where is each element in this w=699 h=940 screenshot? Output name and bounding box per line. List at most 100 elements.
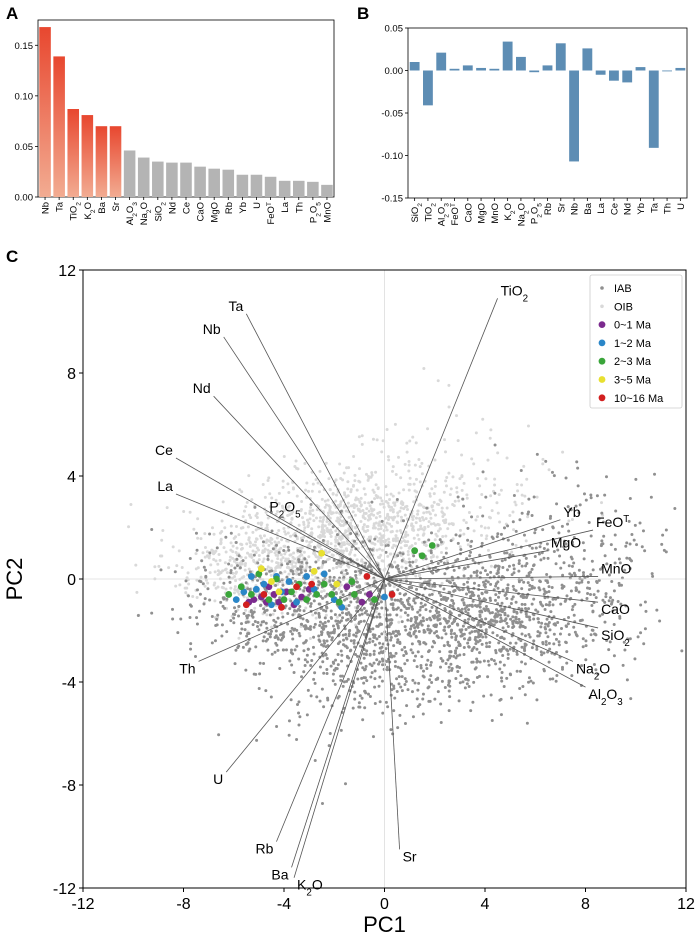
cloud-point-iab [421, 692, 425, 696]
cloud-point-oib [223, 561, 227, 565]
cloud-point-iab [233, 662, 237, 666]
cloud-point-iab [511, 542, 515, 546]
cloud-point-iab [458, 653, 462, 657]
cloud-point-iab [527, 510, 531, 514]
cloud-point-oib [282, 509, 286, 513]
cloud-point-iab [426, 580, 430, 584]
cloud-point-oib [236, 589, 240, 593]
cloud-point-oib [363, 544, 367, 548]
cloud-point-oib [352, 506, 356, 510]
cloud-point-oib [394, 472, 398, 476]
cloud-point-oib [269, 501, 273, 505]
cloud-point-iab [519, 610, 523, 614]
cloud-point-oib [171, 545, 175, 549]
cloud-point-iab [479, 625, 483, 629]
cloud-point-oib [320, 565, 324, 569]
cloud-point-iab [512, 494, 516, 498]
cloud-point-iab [413, 601, 417, 605]
cloud-point-iab [398, 551, 402, 555]
cloud-point-oib [372, 490, 376, 494]
cloud-point-oib [422, 505, 426, 509]
cloud-point-iab [508, 641, 512, 645]
cloud-point-oib [210, 526, 214, 530]
cloud-point-oib [352, 542, 356, 546]
cloud-point-iab [318, 665, 322, 669]
cloud-point-oib [328, 516, 332, 520]
cloud-point-iab [628, 542, 632, 546]
cloud-point-iab [393, 696, 397, 700]
cloud-point-iab [573, 602, 577, 606]
cloud-point-oib [223, 568, 227, 572]
cloud-point-oib [496, 451, 500, 455]
cloud-point-iab [565, 650, 569, 654]
cloud-point-iab [369, 675, 373, 679]
cloud-point-iab [252, 610, 256, 614]
legend-label: IAB [614, 283, 632, 295]
cloud-point-iab [443, 608, 447, 612]
cloud-point-iab [532, 586, 536, 590]
cloud-point-iab [492, 659, 496, 663]
series-0~1 Ma [245, 583, 373, 609]
cloud-point-iab [520, 645, 524, 649]
cloud-point-iab [466, 641, 470, 645]
data-point [330, 596, 338, 603]
cloud-point-oib [224, 550, 228, 554]
cloud-point-iab [439, 594, 443, 598]
cloud-point-iab [577, 581, 581, 585]
cloud-point-oib [465, 493, 469, 497]
cloud-point-iab [557, 531, 561, 535]
cloud-point-oib [414, 441, 418, 445]
cloud-point-iab [636, 635, 640, 639]
cloud-point-iab [401, 552, 405, 556]
cloud-point-oib [327, 550, 331, 554]
cloud-point-iab [415, 617, 419, 621]
cloud-point-oib [508, 514, 512, 518]
cloud-point-iab [344, 632, 348, 636]
cloud-point-iab [317, 602, 321, 606]
cloud-point-oib [355, 504, 359, 508]
cloud-point-iab [626, 637, 630, 641]
x-tick-label-b: K2O [503, 203, 516, 220]
cloud-point-iab [476, 594, 480, 598]
panel-label-b: B [357, 4, 369, 23]
cloud-point-oib [431, 553, 435, 557]
cloud-point-iab [378, 622, 382, 626]
cloud-point-iab [412, 659, 416, 663]
cloud-point-iab [325, 605, 329, 609]
cloud-point-oib [235, 546, 239, 550]
cloud-point-oib [457, 499, 461, 503]
cloud-point-oib [233, 574, 237, 578]
cloud-point-iab [442, 628, 446, 632]
cloud-point-iab [389, 635, 393, 639]
cloud-point-iab [344, 636, 348, 640]
series-3~5 Ma [257, 549, 341, 596]
cloud-point-iab [302, 649, 306, 653]
cloud-point-iab [366, 692, 370, 696]
cloud-point-iab [281, 583, 285, 587]
cloud-point-oib [498, 520, 502, 524]
cloud-point-oib [333, 544, 337, 548]
x-tick-label-b: Yb [636, 203, 647, 215]
cloud-point-oib [282, 517, 286, 521]
cloud-point-iab [628, 637, 632, 641]
cloud-point-iab [484, 617, 488, 621]
cloud-point-oib [306, 525, 310, 529]
cloud-point-iab [216, 613, 220, 617]
cloud-point-oib [269, 536, 273, 540]
cloud-point-iab [195, 616, 199, 620]
cloud-point-oib [134, 563, 138, 567]
cloud-point-oib [331, 566, 335, 570]
cloud-point-oib [438, 527, 442, 531]
cloud-point-iab [559, 602, 563, 606]
cloud-point-iab [498, 667, 502, 671]
cloud-point-oib [288, 513, 292, 517]
cloud-point-iab [246, 587, 250, 591]
data-point [265, 583, 273, 591]
cloud-point-iab [287, 733, 291, 737]
bar-b-Yb [635, 67, 646, 71]
cloud-point-iab [589, 496, 593, 500]
cloud-point-iab [286, 622, 290, 626]
cloud-point-iab [529, 679, 533, 683]
cloud-point-oib [218, 531, 222, 535]
cloud-point-iab [313, 545, 317, 549]
